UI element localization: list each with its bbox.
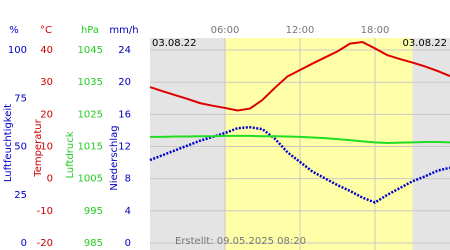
y-tick-label: 1005 bbox=[78, 174, 103, 185]
y-tick-label: 25 bbox=[14, 190, 27, 201]
y-tick-label: 50 bbox=[14, 142, 27, 153]
y-tick-label: 0 bbox=[47, 174, 53, 185]
y-tick-label: 1035 bbox=[78, 77, 103, 88]
x-tick-label: 12:00 bbox=[286, 25, 315, 36]
series-line bbox=[150, 134, 450, 144]
series-line bbox=[149, 40, 450, 112]
end-date: 03.08.22 bbox=[402, 38, 447, 49]
y-tick-label: 40 bbox=[40, 45, 53, 56]
start-date: 03.08.22 bbox=[152, 38, 197, 49]
y-tick-label: 20 bbox=[118, 77, 131, 88]
y-tick-label: -20 bbox=[37, 238, 53, 249]
y-tick-label: 4 bbox=[125, 206, 131, 217]
axis-title: Luftfeuchtigkeit bbox=[3, 104, 14, 182]
y-tick-label: 1045 bbox=[78, 45, 103, 56]
axis-unit: hPa bbox=[81, 25, 99, 36]
y-tick-label: 10 bbox=[40, 142, 53, 153]
axis-unit: % bbox=[9, 25, 19, 36]
axis-title: Temperatur bbox=[33, 118, 44, 177]
y-tick-label: 0 bbox=[21, 238, 27, 249]
y-tick-label: 12 bbox=[118, 142, 131, 153]
y-tick-label: 24 bbox=[118, 45, 131, 56]
y-tick-label: 100 bbox=[8, 45, 27, 56]
y-tick-label: 16 bbox=[118, 109, 131, 120]
axis-title: Luftdruck bbox=[65, 131, 76, 178]
y-tick-label: 1015 bbox=[78, 142, 103, 153]
y-tick-label: 985 bbox=[84, 238, 103, 249]
y-tick-label: 20 bbox=[40, 109, 53, 120]
y-tick-label: 8 bbox=[125, 174, 131, 185]
series-line bbox=[149, 125, 450, 204]
x-tick-label: 18:00 bbox=[361, 25, 390, 36]
axis-unit: mm/h bbox=[109, 25, 138, 36]
x-tick-label: 06:00 bbox=[211, 25, 240, 36]
y-tick-label: 0 bbox=[125, 238, 131, 249]
axis-title: Niederschlag bbox=[109, 125, 120, 190]
y-tick-label: 995 bbox=[84, 206, 103, 217]
y-tick-label: 1025 bbox=[78, 109, 103, 120]
axis-unit: °C bbox=[40, 25, 52, 36]
created-note: Erstellt: 09.05.2025 08:20 bbox=[175, 236, 306, 247]
y-tick-label: 75 bbox=[14, 93, 27, 104]
y-tick-label: 30 bbox=[40, 77, 53, 88]
y-tick-label: -10 bbox=[37, 206, 53, 217]
daylight-band bbox=[225, 38, 413, 250]
